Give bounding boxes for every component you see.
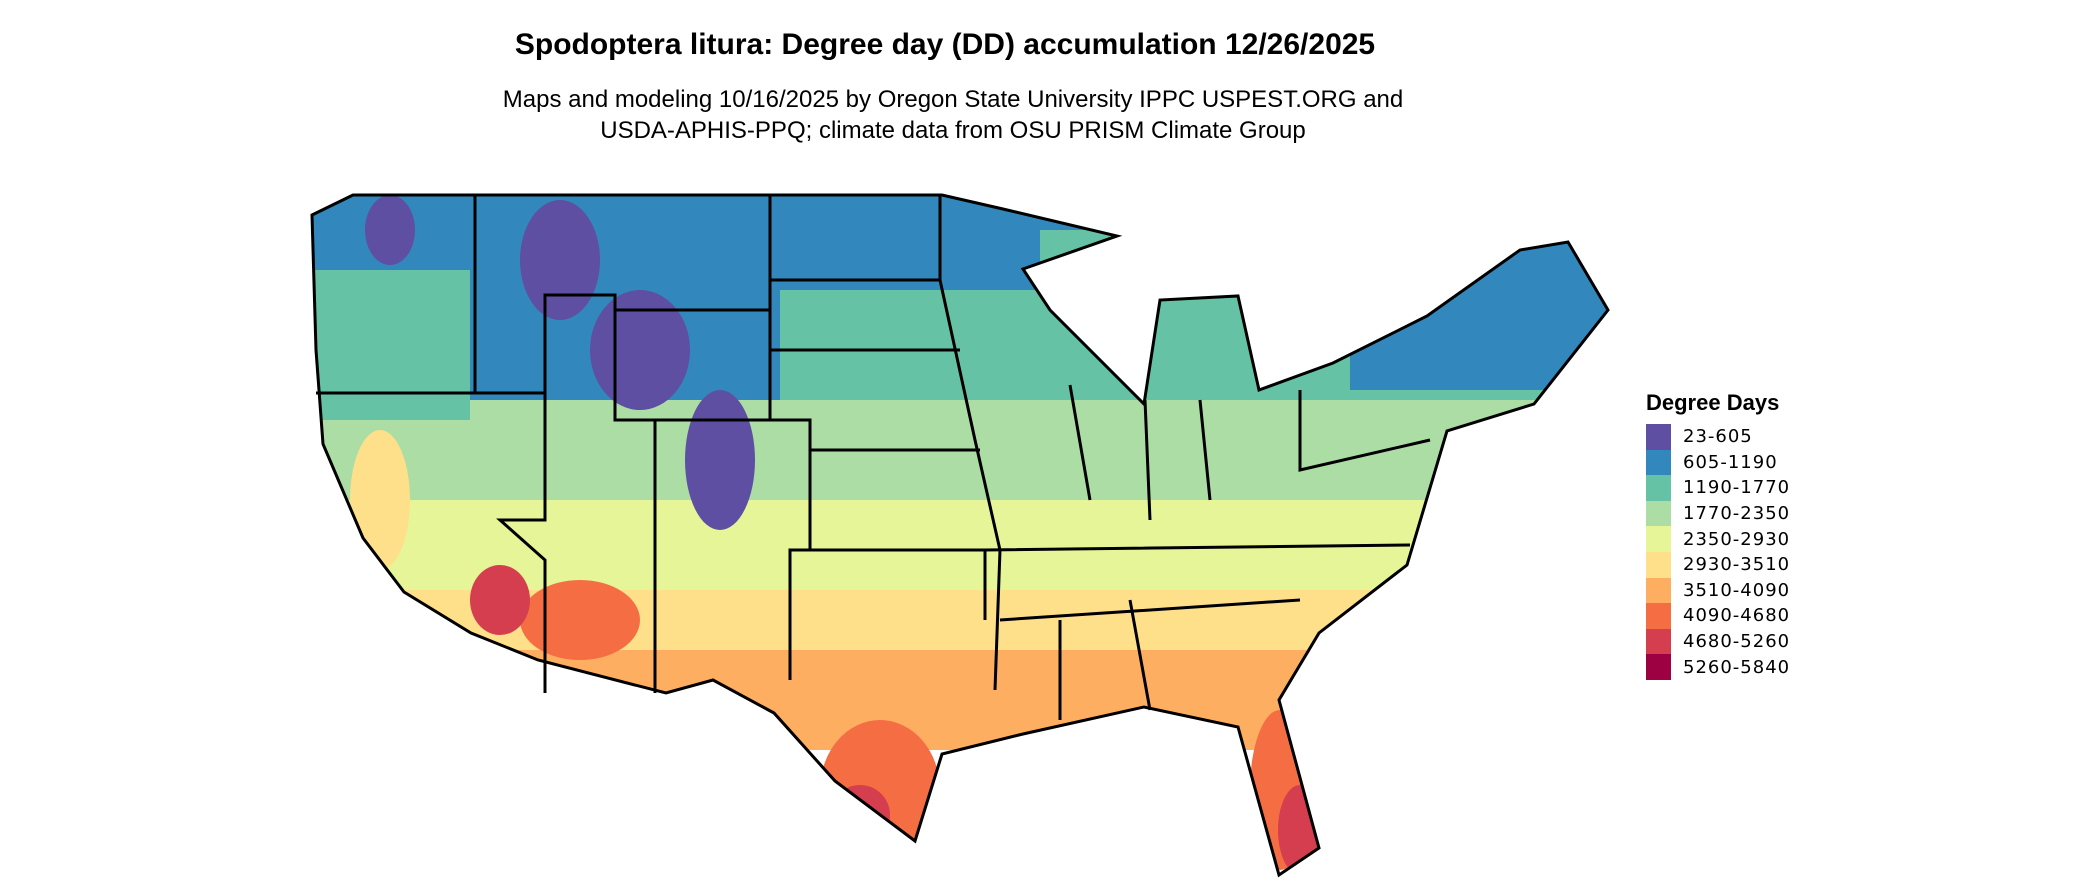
- legend-label: 2350-2930: [1683, 528, 1791, 550]
- legend-label: 1190-1770: [1683, 477, 1791, 499]
- state-line-east: [984, 384, 1431, 720]
- legend-item: 1770-2350: [1646, 500, 1791, 527]
- legend-label: 2930-3510: [1683, 554, 1791, 576]
- legend-item: 2930-3510: [1646, 551, 1791, 578]
- legend-item: 2350-2930: [1646, 526, 1790, 552]
- zone-23-605-colorado: [685, 390, 755, 530]
- state-line-west: [316, 391, 547, 693]
- legend-swatch: [1646, 628, 1671, 655]
- degree-day-raster: [312, 195, 1608, 875]
- legend-swatch: [1646, 500, 1671, 527]
- zone-23-605-wyoming: [590, 290, 690, 410]
- state-line-mississippi: [938, 279, 1002, 691]
- legend-title: Degree Days: [1646, 390, 1780, 415]
- legend-swatch: [1646, 603, 1671, 629]
- legend-label: 3510-4090: [1683, 579, 1791, 601]
- legend-item: 23-605: [1646, 424, 1790, 450]
- zone-1770-2350: [312, 400, 1608, 510]
- legend-label: 4090-4680: [1683, 605, 1791, 627]
- zone-4680-5260-desert: [470, 565, 530, 635]
- legend-label: 605-1190: [1683, 451, 1778, 473]
- legend-item: 3510-4090: [1646, 577, 1791, 604]
- zone-central-valley: [350, 430, 410, 570]
- legend-label: 23-605: [1683, 426, 1753, 448]
- zone-4090-4680-arizona: [520, 580, 640, 660]
- legend-item: 5260-5840: [1646, 654, 1790, 680]
- legend-label: 1770-2350: [1683, 503, 1791, 525]
- state-boundaries: [310, 193, 1610, 877]
- legend-swatch: [1646, 526, 1671, 552]
- legend-item: 4680-5260: [1646, 628, 1791, 655]
- legend-item: 1190-1770: [1646, 475, 1790, 501]
- map-subtitle-line1: Maps and modeling 10/16/2025 by Oregon S…: [502, 86, 1404, 113]
- legend-item: 605-1190: [1646, 449, 1790, 476]
- zone-4090-4680-texas: [820, 720, 940, 860]
- legend-swatch: [1646, 577, 1671, 604]
- state-line-mountain: [473, 195, 772, 422]
- legend-label: 5260-5840: [1683, 656, 1791, 678]
- legend-swatch: [1646, 551, 1671, 578]
- zone-23-605-idaho: [520, 200, 600, 320]
- legend: Degree Days 23-605 605-1190 1190-1770 1770-…: [1646, 390, 1790, 680]
- map-subtitle-line2: USDA-APHIS-PPQ; climate data from OSU PR…: [600, 117, 1306, 144]
- legend-item: 4090-4680: [1646, 603, 1790, 629]
- zone-3510-4090: [312, 650, 1608, 750]
- legend-swatch: [1646, 424, 1671, 450]
- legend-swatch: [1646, 475, 1671, 501]
- map-title: Spodoptera litura: Degree day (DD) accum…: [514, 28, 1376, 61]
- legend-label: 4680-5260: [1683, 631, 1791, 653]
- legend-swatch: [1646, 449, 1671, 476]
- legend-swatch: [1646, 654, 1671, 680]
